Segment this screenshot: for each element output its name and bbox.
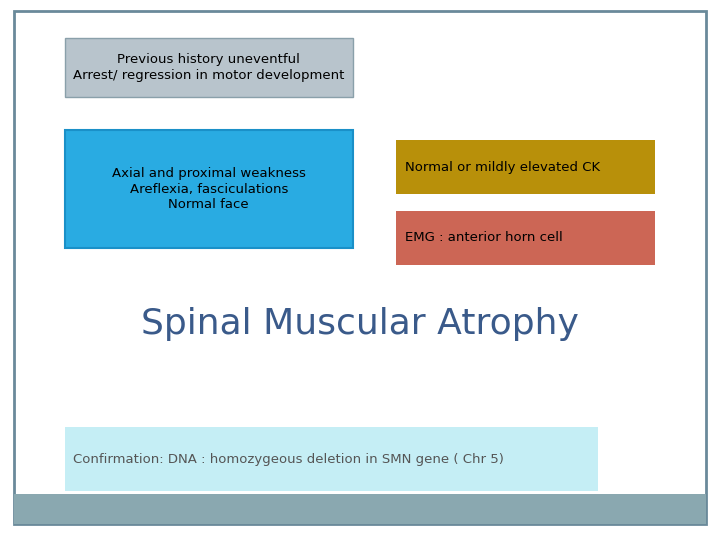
Text: Axial and proximal weakness
Areflexia, fasciculations
Normal face: Axial and proximal weakness Areflexia, f… [112, 167, 306, 211]
Text: EMG : anterior horn cell: EMG : anterior horn cell [405, 231, 562, 244]
Text: Spinal Muscular Atrophy: Spinal Muscular Atrophy [141, 307, 579, 341]
Bar [396, 140, 655, 194]
Text: Previous history uneventful
Arrest/ regression in motor development: Previous history uneventful Arrest/ regr… [73, 53, 344, 82]
Bar [14, 494, 706, 524]
Bar [65, 130, 353, 248]
Bar [65, 38, 353, 97]
Text: Confirmation: DNA : homozygeous deletion in SMN gene ( Chr 5): Confirmation: DNA : homozygeous deletion… [73, 453, 504, 465]
Text: Normal or mildly elevated CK: Normal or mildly elevated CK [405, 161, 600, 174]
Bar [65, 427, 598, 491]
Bar [396, 211, 655, 265]
